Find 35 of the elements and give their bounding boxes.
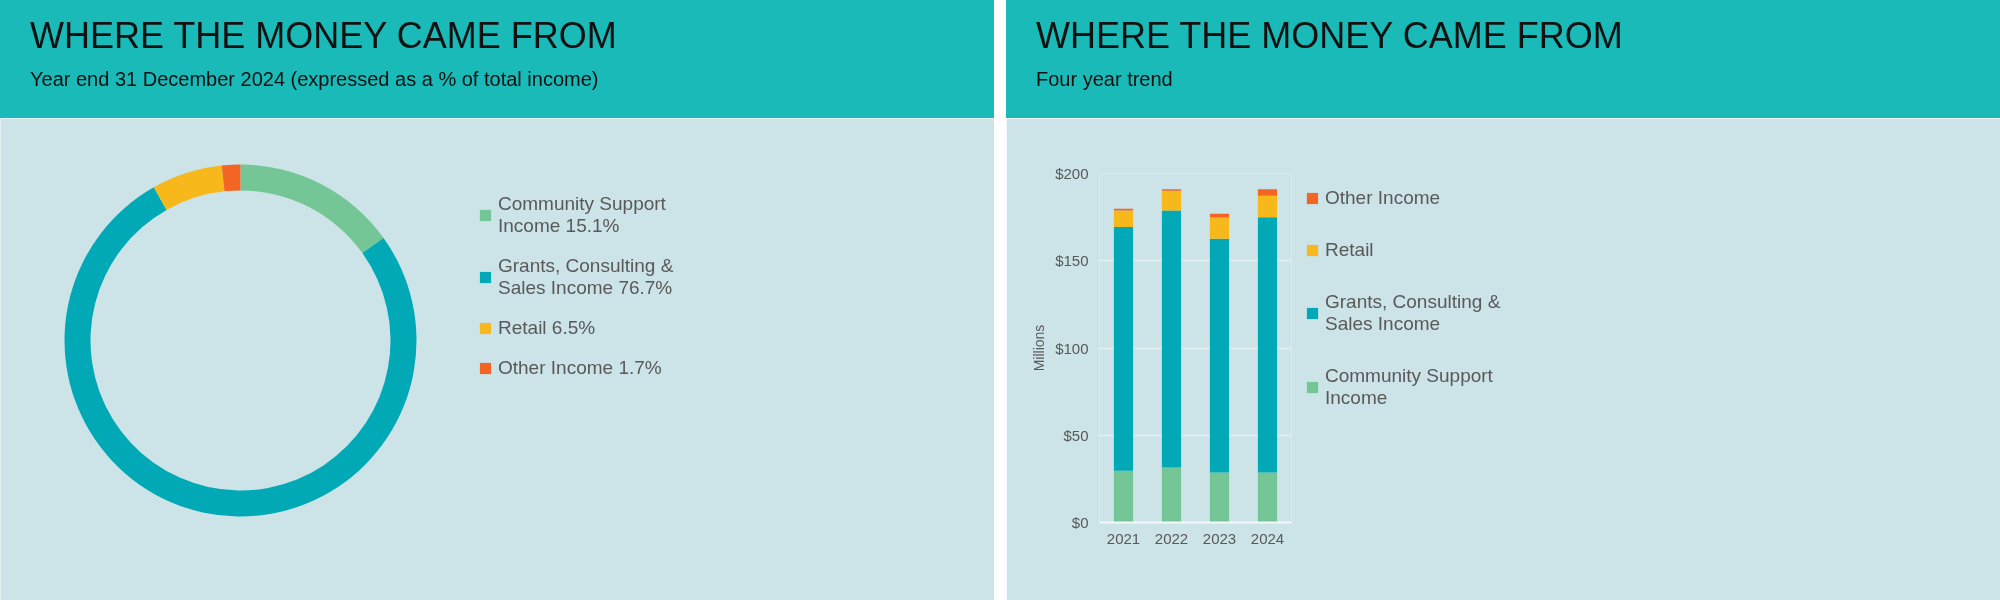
legend-label: Other Income — [1325, 187, 1441, 209]
legend-label: Community Support Income — [1325, 365, 1493, 409]
y-tick-label: $50 — [1063, 426, 1089, 444]
x-tick-label: 2021 — [1106, 529, 1141, 547]
chart-subtitle: Year end 31 December 2024 (expressed as a % of total income) — [30, 67, 600, 92]
bar — [1257, 195, 1278, 218]
legend-label: Retail 6.5% — [498, 317, 596, 339]
bar — [1209, 217, 1230, 239]
bar — [1209, 238, 1230, 473]
legend-label: Community Support Income 15.1% — [498, 193, 666, 237]
x-tick-label: 2024 — [1250, 529, 1285, 547]
legend-label: Retail — [1325, 239, 1374, 261]
legend-label: Grants, Consulting & Sales Income — [1325, 291, 1501, 335]
y-axis-title: Millions — [1031, 324, 1048, 372]
bar — [1257, 472, 1278, 523]
x-tick-label: 2023 — [1202, 529, 1237, 547]
bar — [1113, 470, 1134, 523]
y-tick-label: $0 — [1071, 514, 1089, 531]
legend-label: Grants, Consulting & Sales Income 76.7% — [498, 255, 674, 299]
bar — [1161, 210, 1182, 468]
legend-label: Other Income 1.7% — [498, 357, 662, 379]
chart-title: WHERE THE MONEY CAME FROM — [1036, 14, 1623, 58]
chart-title: WHERE THE MONEY CAME FROM — [30, 14, 617, 58]
y-tick-label: $100 — [1055, 339, 1089, 357]
chart-subtitle: Four year trend — [1036, 67, 1174, 92]
bar — [1161, 467, 1182, 523]
bar — [1161, 190, 1182, 211]
x-tick-label: 2022 — [1154, 529, 1189, 547]
bar — [1257, 189, 1278, 196]
bar — [1113, 227, 1134, 471]
y-tick-label: $150 — [1055, 252, 1089, 270]
bar — [1209, 472, 1230, 523]
bar — [1257, 217, 1278, 473]
y-tick-label: $200 — [1055, 165, 1089, 182]
bar — [1113, 210, 1134, 228]
